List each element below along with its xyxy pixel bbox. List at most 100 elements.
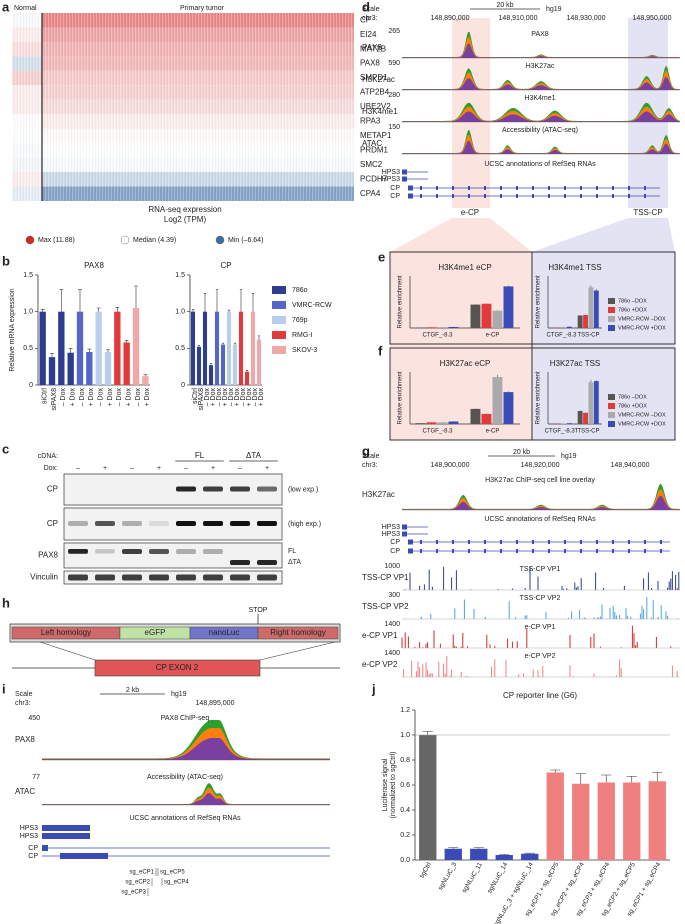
label: CP	[220, 261, 231, 270]
label: 2 kb	[126, 687, 139, 694]
error-bar	[245, 370, 249, 372]
error-bar	[50, 353, 54, 358]
error-bar	[550, 769, 561, 773]
y-tick-label: 1.5	[23, 272, 33, 279]
exon	[580, 549, 582, 553]
label: Relative enrichment	[536, 371, 542, 424]
label: –	[184, 465, 188, 472]
x-tick-label: – Dox	[116, 388, 123, 407]
exon	[532, 186, 534, 190]
exon	[42, 825, 90, 831]
panel-label: f	[378, 343, 383, 358]
exon	[468, 549, 470, 553]
y-tick-label: 0.6	[400, 782, 410, 789]
signal-track	[402, 43, 680, 58]
bar	[470, 304, 481, 328]
label: 20 kb	[513, 449, 530, 456]
error-bar	[499, 854, 510, 855]
exon	[420, 194, 422, 198]
exon	[596, 194, 598, 198]
signal-track	[42, 793, 330, 805]
y-tick-label: 0.8	[400, 757, 410, 764]
error-bar	[652, 772, 663, 782]
track-name: H3K4me1	[362, 107, 398, 116]
exon	[500, 540, 502, 544]
guide-label: sg_eCP2	[125, 880, 150, 886]
exon	[548, 186, 550, 190]
exon	[408, 193, 413, 199]
error-bar	[601, 774, 612, 783]
exon	[660, 540, 662, 544]
band	[68, 521, 88, 526]
bar	[426, 422, 437, 424]
track-max: 77	[32, 774, 40, 781]
band	[68, 549, 88, 553]
exon	[532, 549, 534, 553]
error-bar	[59, 289, 64, 312]
error-bar	[215, 289, 219, 312]
bar	[238, 311, 244, 385]
bar	[202, 311, 208, 385]
band	[176, 549, 196, 554]
exon	[452, 186, 454, 190]
signal-track	[402, 140, 680, 154]
label: +	[211, 465, 215, 472]
label: Normal	[14, 5, 37, 12]
legend-label: 786o +DOX	[618, 403, 647, 409]
exon	[500, 194, 502, 198]
track-title: PAX8	[531, 31, 548, 38]
band	[203, 574, 223, 581]
label: chr3:	[362, 462, 378, 469]
bar	[597, 782, 615, 860]
label: nanoLuc	[209, 628, 240, 637]
band	[95, 549, 115, 554]
x-tick-label: + Dox	[258, 388, 265, 407]
signal-track	[42, 783, 330, 805]
label: FL	[288, 548, 296, 555]
label: H3K27ac ChIP-seq cell line overlay	[485, 477, 595, 484]
label: Left homology	[41, 628, 91, 637]
legend-swatch	[272, 286, 286, 294]
label: CTGF_-8.3	[422, 333, 453, 339]
guide-label: sg_eCP3	[121, 890, 146, 896]
bar	[588, 287, 594, 328]
blot	[63, 570, 283, 585]
exon	[580, 540, 582, 544]
exon-box	[94, 659, 261, 677]
track-title: e-CP VP2	[525, 653, 556, 660]
panel-label: g	[362, 443, 370, 458]
exon	[628, 549, 630, 553]
exon	[420, 549, 422, 553]
gene-label: HPS3	[382, 524, 400, 531]
exon	[644, 186, 646, 190]
exon	[436, 540, 438, 544]
x-tick-label: siPAX8	[198, 388, 205, 411]
coordinate: 148,910,000	[499, 15, 538, 22]
label: UCSC annotations of RefSeq RNAs	[484, 161, 596, 168]
legend-swatch	[608, 394, 615, 400]
x-tick-label: siPAX8	[51, 388, 58, 411]
y-tick-label: 0.5	[23, 345, 33, 352]
legend-swatch	[272, 301, 286, 309]
error-bar	[115, 306, 120, 312]
panel-label: e	[378, 249, 385, 264]
blot-label: CP	[47, 485, 58, 494]
label: CTGF_-8.3	[546, 333, 577, 339]
label: CP reporter line (G6)	[503, 691, 577, 700]
gene-label: CP	[390, 185, 400, 192]
band	[95, 521, 115, 526]
bar	[561, 326, 567, 328]
legend-label: 786o	[292, 287, 308, 294]
band	[149, 574, 169, 581]
legend-label: VMRC-RCW +DOX	[618, 325, 666, 331]
legend-swatch	[120, 235, 130, 245]
bar	[123, 342, 130, 385]
error-bar	[473, 847, 484, 849]
gene-label: SMPD1	[360, 73, 388, 82]
error-bar	[143, 374, 148, 377]
bar	[256, 339, 262, 385]
label: +	[265, 465, 269, 472]
legend-swatch	[608, 298, 615, 304]
gene-label: CPA4	[360, 189, 381, 198]
exon	[484, 540, 486, 544]
